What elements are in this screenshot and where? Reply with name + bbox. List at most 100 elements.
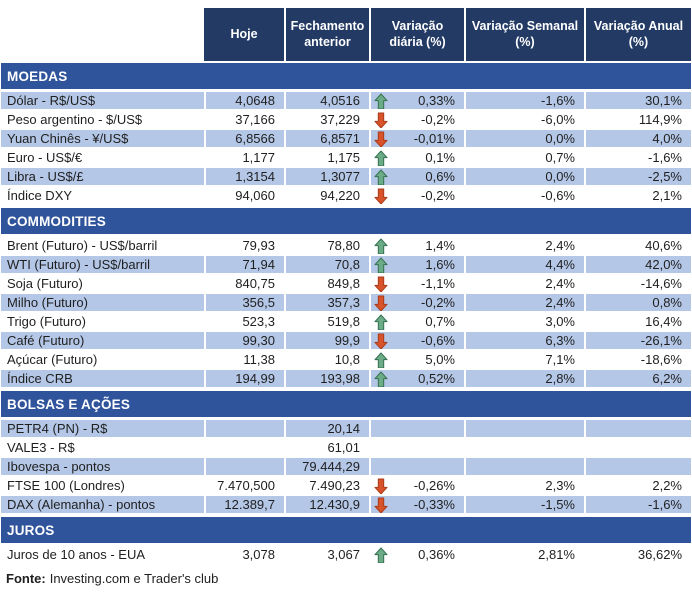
variacao-diaria-cell: -0,6% (369, 332, 464, 349)
variacao-semanal-cell: 7,1% (464, 351, 584, 368)
variacao-anual-cell: 16,4% (584, 313, 691, 330)
fechamento-anterior-cell: 20,14 (284, 420, 369, 437)
variacao-anual-cell: -2,5% (584, 168, 691, 185)
variacao-semanal-cell: 3,0% (464, 313, 584, 330)
table-row: Yuan Chinês - ¥/US$ 6,8566 6,8571 -0,01%… (1, 130, 691, 149)
asset-label-cell: Peso argentino - $/US$ (7, 112, 143, 127)
asset-label-cell: Yuan Chinês - ¥/US$ (1, 130, 204, 147)
arrow-down-icon (374, 188, 388, 204)
variacao-anual-cell: -1,6% (584, 496, 691, 513)
source-note: Fonte: Investing.com e Trader's club (1, 569, 691, 587)
variacao-diaria-cell (369, 458, 464, 475)
asset-label-cell: Euro - US$/€ (7, 150, 83, 165)
variacao-semanal-cell (464, 458, 584, 475)
table-row: Libra - US$/£ 1,3154 1,3077 0,6% 0,0% -2… (1, 168, 691, 187)
variacao-anual-cell: -1,6% (584, 149, 691, 166)
variacao-diaria-value: -0,6% (421, 333, 455, 348)
fechamento-anterior-cell: 849,8 (284, 275, 369, 292)
fechamento-anterior-cell: 61,01 (284, 439, 369, 456)
variacao-anual-cell: 2,2% (584, 477, 691, 494)
variacao-semanal-cell: 2,4% (464, 275, 584, 292)
column-header-cell: Hoje (204, 8, 284, 61)
arrow-up-icon (374, 150, 388, 166)
variacao-diaria-value: 5,0% (425, 352, 455, 367)
variacao-diaria-value: 0,1% (425, 150, 455, 165)
table-row: Dólar - R$/US$ 4,0648 4,0516 0,33% -1,6%… (1, 92, 691, 111)
column-header-row: Hoje Fechamento anterior Variação diária… (204, 8, 691, 61)
hoje-cell: 99,30 (204, 332, 284, 349)
asset-label-cell: Índice DXY (7, 188, 73, 203)
arrow-down-icon (374, 333, 388, 349)
column-header-cell: Variação Semanal (%) (464, 8, 584, 61)
table-row: Peso argentino - $/US$ 37,166 37,229 -0,… (1, 111, 691, 130)
variacao-diaria-value: 0,6% (425, 169, 455, 184)
arrow-up-icon (374, 352, 388, 368)
table-row: Brent (Futuro) - US$/barril 79,93 78,80 … (1, 237, 691, 256)
fechamento-anterior-cell: 1,175 (284, 149, 369, 166)
fechamento-anterior-cell: 1,3077 (284, 168, 369, 185)
sections-container: MOEDAS Dólar - R$/US$ 4,0648 4,0516 0,33… (1, 63, 691, 565)
variacao-semanal-cell: 0,7% (464, 149, 584, 166)
fechamento-anterior-cell: 7.490,23 (284, 477, 369, 494)
variacao-anual-cell: 36,62% (584, 546, 691, 563)
hoje-cell: 1,3154 (204, 168, 284, 185)
asset-label-cell: Trigo (Futuro) (7, 314, 86, 329)
variacao-diaria-value: 0,52% (418, 371, 455, 386)
variacao-diaria-value: 1,6% (425, 257, 455, 272)
asset-label-cell: Açúcar (Futuro) (7, 352, 98, 367)
asset-label-cell: FTSE 100 (Londres) (7, 478, 125, 493)
arrow-up-icon (374, 257, 388, 273)
section-rows: PETR4 (PN) - R$ 20,14 VALE3 - R$ 61,01 (1, 420, 691, 515)
section-header: BOLSAS E AÇÕES (1, 391, 691, 417)
section-rows: Juros de 10 anos - EUA 3,078 3,067 0,36%… (1, 546, 691, 565)
variacao-semanal-cell: -1,6% (464, 92, 584, 109)
table-row: VALE3 - R$ 61,01 (1, 439, 691, 458)
variacao-anual-cell: 40,6% (584, 237, 691, 254)
variacao-semanal-cell: 4,4% (464, 256, 584, 273)
asset-label-cell: Ibovespa - pontos (1, 458, 204, 475)
hoje-cell: 37,166 (204, 111, 284, 128)
asset-label-cell: Libra - US$/£ (1, 168, 204, 185)
variacao-diaria-cell: 5,0% (369, 351, 464, 368)
hoje-cell (204, 420, 284, 437)
hoje-cell (204, 439, 284, 456)
hoje-cell: 194,99 (204, 370, 284, 387)
variacao-semanal-cell: 0,0% (464, 168, 584, 185)
fechamento-anterior-cell: 519,8 (284, 313, 369, 330)
arrow-down-icon (374, 131, 388, 147)
fechamento-anterior-cell: 79.444,29 (284, 458, 369, 475)
table-section: BOLSAS E AÇÕES PETR4 (PN) - R$ 20,14 VAL… (1, 391, 691, 515)
fechamento-anterior-cell: 12.430,9 (284, 496, 369, 513)
asset-label-cell: Café (Futuro) (1, 332, 204, 349)
hoje-cell: 71,94 (204, 256, 284, 273)
table-section: JUROS Juros de 10 anos - EUA 3,078 3,067… (1, 517, 691, 565)
variacao-diaria-value: -0,01% (413, 131, 455, 146)
table-row: Ibovespa - pontos 79.444,29 (1, 458, 691, 477)
table-row: Café (Futuro) 99,30 99,9 -0,6% 6,3% -26,… (1, 332, 691, 351)
variacao-anual-cell: 114,9% (584, 111, 691, 128)
variacao-diaria-cell: 0,36% (369, 546, 464, 563)
variacao-diaria-cell: -0,26% (369, 477, 464, 494)
table-row: Índice DXY 94,060 94,220 -0,2% -0,6% 2,1… (1, 187, 691, 206)
arrow-up-icon (374, 314, 388, 330)
source-label: Fonte: (6, 570, 46, 586)
hoje-cell: 12.389,7 (204, 496, 284, 513)
hoje-cell: 840,75 (204, 275, 284, 292)
variacao-anual-cell: 6,2% (584, 370, 691, 387)
variacao-diaria-cell: 0,7% (369, 313, 464, 330)
table-row: DAX (Alemanha) - pontos 12.389,7 12.430,… (1, 496, 691, 515)
asset-label-cell: Milho (Futuro) (1, 294, 204, 311)
section-header: COMMODITIES (1, 208, 691, 234)
variacao-diaria-cell: 1,4% (369, 237, 464, 254)
table-row: Trigo (Futuro) 523,3 519,8 0,7% 3,0% 16,… (1, 313, 691, 332)
hoje-cell: 3,078 (204, 546, 284, 563)
variacao-diaria-cell: -0,01% (369, 130, 464, 147)
table-row: Juros de 10 anos - EUA 3,078 3,067 0,36%… (1, 546, 691, 565)
variacao-anual-cell: -26,1% (584, 332, 691, 349)
variacao-anual-cell: -18,6% (584, 351, 691, 368)
variacao-diaria-cell: -0,33% (369, 496, 464, 513)
column-header-cell: Variação diária (%) (369, 8, 464, 61)
variacao-semanal-cell: 2,3% (464, 477, 584, 494)
arrow-down-icon (374, 112, 388, 128)
arrow-up-icon (374, 238, 388, 254)
